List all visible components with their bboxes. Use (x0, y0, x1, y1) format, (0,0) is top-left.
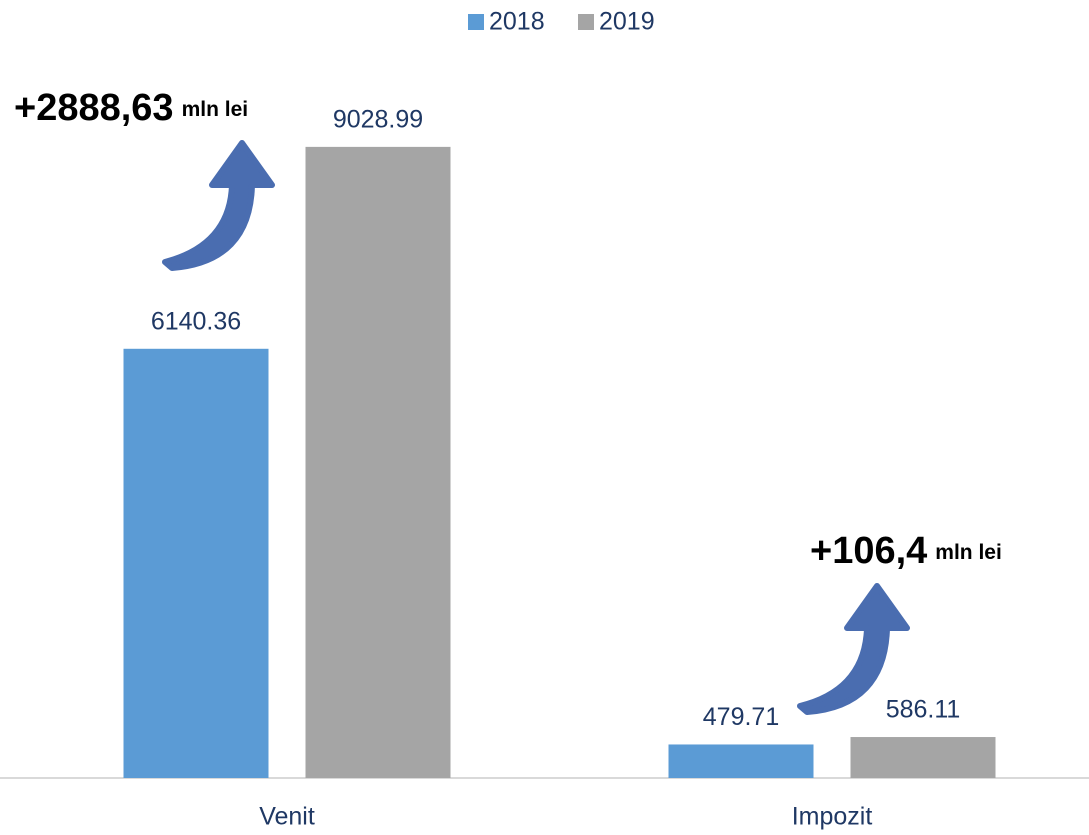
legend-label: 2018 (489, 8, 545, 36)
bar (305, 146, 451, 778)
annotation-unit: mln lei (935, 541, 1002, 564)
annotation-value: +2888,63 (14, 87, 174, 129)
legend-label: 2019 (599, 8, 655, 36)
legend-swatch (468, 14, 484, 30)
annotation-unit: mln lei (182, 98, 249, 121)
value-label: 6140.36 (151, 307, 241, 335)
bar (123, 348, 269, 778)
annotation-value: +106,4 (810, 530, 927, 572)
x-tick-label: Impozit (792, 803, 873, 831)
value-label: 9028.99 (333, 105, 423, 133)
value-label: 479.71 (703, 703, 779, 731)
legend-swatch (578, 14, 594, 30)
growth-arrow (797, 583, 910, 715)
bar (850, 737, 996, 778)
annotation: +106,4 mln lei (810, 530, 1002, 572)
value-label: 586.11 (886, 696, 961, 724)
annotation: +2888,63 mln lei (14, 87, 248, 129)
x-tick-label: Venit (259, 803, 315, 831)
growth-arrow (162, 140, 275, 271)
bar (668, 744, 814, 778)
